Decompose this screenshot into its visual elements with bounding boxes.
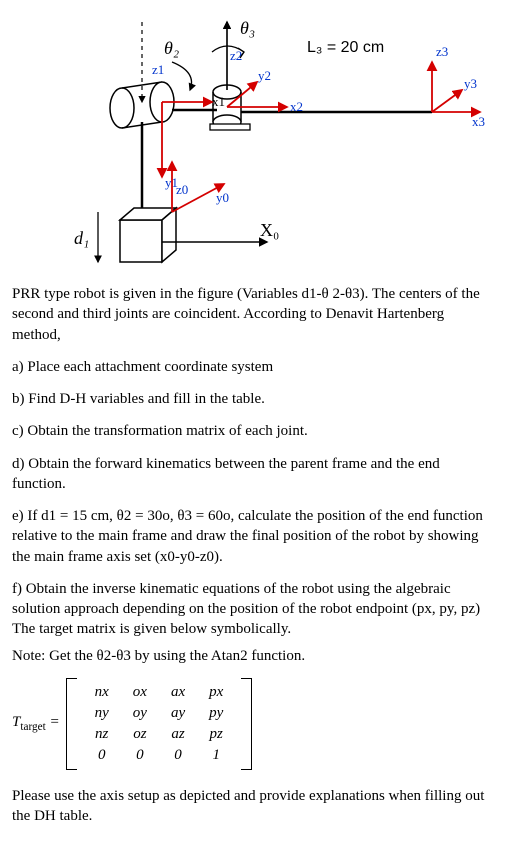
m-cell: oy — [121, 703, 159, 724]
label-x2: x2 — [290, 99, 303, 114]
m-cell: ax — [159, 682, 197, 703]
label-y3: y3 — [464, 76, 477, 91]
bracket-left — [66, 678, 77, 770]
frame-3: x3 z3 y3 — [432, 44, 485, 129]
para-last: Please use the axis setup as depicted an… — [12, 786, 494, 827]
label-x3: x3 — [472, 114, 485, 129]
para-a: a) Place each attachment coordinate syst… — [12, 357, 494, 377]
matrix-body: nxoxaxpx nyoyaypy nzozazpz 0001 — [77, 678, 242, 770]
label-x1: x1 — [212, 94, 225, 109]
m-cell: 0 — [83, 745, 121, 766]
label-theta2: θ₂ — [164, 38, 179, 58]
m-cell: az — [159, 724, 197, 745]
para-b: b) Find D-H variables and fill in the ta… — [12, 389, 494, 409]
label-z1: z1 — [152, 62, 164, 77]
m-cell: 1 — [197, 745, 235, 766]
para-c: c) Obtain the transformation matrix of e… — [12, 421, 494, 441]
m-cell: oz — [121, 724, 159, 745]
m-cell: ny — [83, 703, 121, 724]
para-e: e) If d1 = 15 cm, θ2 = 30o, θ3 = 60o, ca… — [12, 506, 494, 567]
label-z3: z3 — [436, 44, 448, 59]
theta2-arrow — [172, 62, 192, 90]
m-cell: py — [197, 703, 235, 724]
base-cube — [120, 208, 176, 262]
label-y0: y0 — [216, 190, 229, 205]
m-cell: 0 — [121, 745, 159, 766]
matrix-lhs: Ttarget = — [12, 714, 60, 733]
para-intro: PRR type robot is given in the figure (V… — [12, 284, 494, 345]
joint2-base — [210, 124, 250, 130]
para-d: d) Obtain the forward kinematics between… — [12, 454, 494, 495]
matrix-eq: = — [46, 714, 60, 730]
label-d1: d₁ — [74, 228, 89, 248]
matrix-lhs-sub: target — [20, 721, 45, 733]
m-cell: ox — [121, 682, 159, 703]
bracket-right — [241, 678, 252, 770]
para-f: f) Obtain the inverse kinematic equation… — [12, 579, 494, 640]
m-cell: px — [197, 682, 235, 703]
m-cell: nz — [83, 724, 121, 745]
m-cell: pz — [197, 724, 235, 745]
label-z0: z0 — [176, 182, 188, 197]
label-z2: z2 — [230, 48, 242, 63]
matrix-table: nxoxaxpx nyoyaypy nzozazpz 0001 — [83, 682, 236, 766]
m-cell: ay — [159, 703, 197, 724]
m-cell: 0 — [159, 745, 197, 766]
target-matrix: Ttarget = nxoxaxpx nyoyaypy nzozazpz 000… — [12, 678, 494, 770]
robot-figure: θ₂ θ₃ L₃ = 20 cm x1 y1 z1 x2 y2 z2 x3 — [12, 12, 492, 272]
frame-0: z0 y0 X₀ — [162, 162, 279, 242]
label-L3: L₃ = 20 cm — [307, 39, 384, 56]
frame-2: x2 y2 z2 — [227, 48, 303, 114]
para-note: Note: Get the θ2-θ3 by using the Atan2 f… — [12, 646, 494, 666]
label-theta3: θ₃ — [240, 18, 255, 38]
label-y2: y2 — [258, 68, 271, 83]
m-cell: nx — [83, 682, 121, 703]
label-X0: X₀ — [260, 220, 279, 240]
